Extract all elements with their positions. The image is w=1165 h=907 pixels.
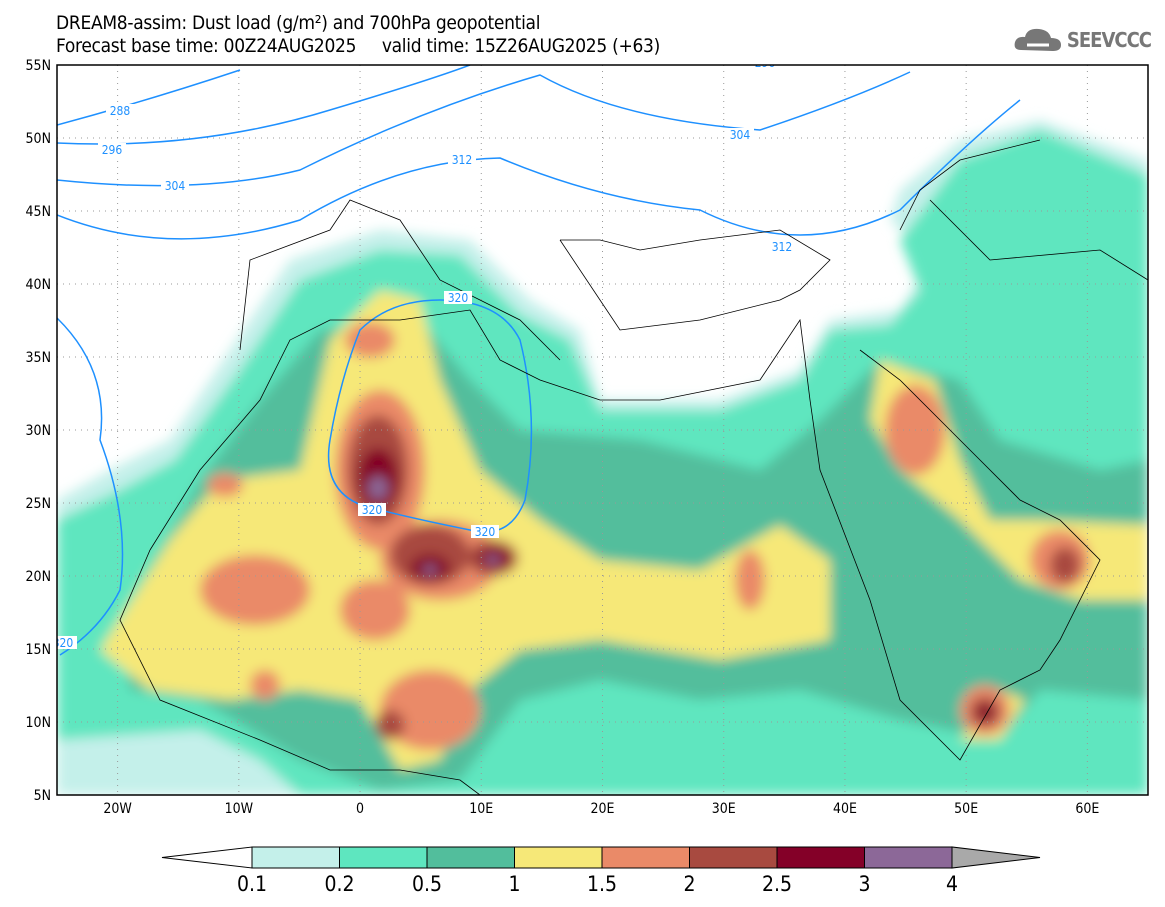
contour-label-bg — [751, 65, 779, 69]
contour-label-bg — [471, 525, 499, 538]
geopotential-contours — [57, 65, 1021, 656]
latitude-label: 55N — [26, 58, 51, 74]
latitude-label: 35N — [26, 350, 51, 366]
contour-label: 304 — [165, 179, 186, 193]
contour-label-bg — [768, 240, 796, 253]
latitude-label: 40N — [26, 277, 51, 293]
latitude-label: 10N — [26, 715, 51, 731]
contour-labels: 288 296 304 312 304 312 320 320 320 296 320 — [53, 56, 796, 650]
contour-label: 320 — [362, 503, 383, 517]
colorbar-swatch — [864, 846, 953, 869]
colorbar-swatch — [426, 846, 515, 869]
contour-label: 320 — [448, 291, 469, 305]
latitude-label: 45N — [26, 204, 51, 220]
latitude-label: 50N — [26, 131, 51, 147]
colorbar-label: 3 — [858, 872, 871, 896]
coastlines — [119, 139, 1148, 795]
longitude-label: 60E — [1075, 801, 1099, 817]
longitude-label: 30E — [712, 801, 736, 817]
colorbar-label: 0.1 — [236, 872, 268, 896]
contour-label-bg — [98, 143, 126, 156]
longitude-label: 10E — [469, 801, 493, 817]
dust-level-3 — [368, 476, 500, 575]
colorbar-label: 1 — [508, 872, 521, 896]
colorbar-swatch — [251, 846, 340, 869]
contour-label: 320 — [53, 636, 74, 650]
contour-label-bg — [161, 179, 189, 192]
colorbar-swatch — [776, 846, 865, 869]
colorbar-under-arrow — [161, 846, 253, 869]
colorbar-swatch — [689, 846, 778, 869]
contour-label-bg — [358, 503, 386, 516]
latitude-label: 5N — [34, 788, 51, 804]
cloud-icon — [1014, 28, 1061, 51]
latitude-label: 15N — [26, 642, 51, 658]
latitude-labels: 55N 50N 45N 40N 35N 30N 25N 20N 15N 10N 5N — [26, 58, 51, 804]
colorbar-label: 4 — [945, 872, 959, 896]
contour-label: 304 — [730, 128, 751, 142]
contour-label-bg — [444, 291, 472, 304]
longitude-label: 0 — [356, 801, 364, 817]
longitude-label: 10W — [225, 801, 254, 817]
dust-field: 288 296 304 312 304 312 320 320 320 296 320 — [53, 56, 1148, 795]
latitude-label: 25N — [26, 496, 51, 512]
colorbar-label: 0.2 — [324, 872, 355, 896]
contour-label-bg — [448, 153, 476, 166]
contour-label-bg — [726, 128, 754, 141]
contour-label: 312 — [772, 240, 793, 254]
contour-label: 288 — [110, 104, 131, 118]
contour-label: 320 — [475, 525, 496, 539]
logo-text: SEEVCCC — [1066, 28, 1152, 52]
colorbar-label: 0.5 — [411, 872, 443, 896]
colorbar-label: 2 — [683, 872, 696, 896]
latitude-label: 20N — [26, 569, 51, 585]
longitude-label: 50E — [954, 801, 978, 817]
longitude-label: 40E — [833, 801, 857, 817]
longitude-label: 20W — [103, 801, 132, 817]
colorbar — [161, 846, 1041, 869]
colorbar-label: 1.5 — [586, 872, 618, 896]
longitude-label: 20E — [591, 801, 615, 817]
latitude-label: 30N — [26, 423, 51, 439]
colorbar-label: 2.5 — [761, 872, 793, 896]
colorbar-over-arrow — [951, 846, 1041, 869]
map-frame — [56, 64, 1149, 796]
colorbar-swatch — [601, 846, 690, 869]
chart-subtitle: Forecast base time: 00Z24AUG2025 valid t… — [56, 35, 660, 57]
contour-label: 296 — [102, 143, 123, 157]
colorbar-swatch — [514, 846, 603, 869]
contour-label: 312 — [452, 153, 473, 167]
colorbar-swatch — [339, 846, 428, 869]
seevccc-logo: SEEVCCC — [1013, 26, 1152, 54]
contour-label-bg — [106, 104, 134, 117]
longitude-labels: 20W 10W 0 10E 20E 30E 40E 50E 60E — [103, 801, 1099, 817]
contour-label: 296 — [755, 56, 776, 70]
chart-title: DREAM8-assim: Dust load (g/m²) and 700hP… — [56, 12, 541, 34]
contour-label-bg — [57, 636, 77, 649]
